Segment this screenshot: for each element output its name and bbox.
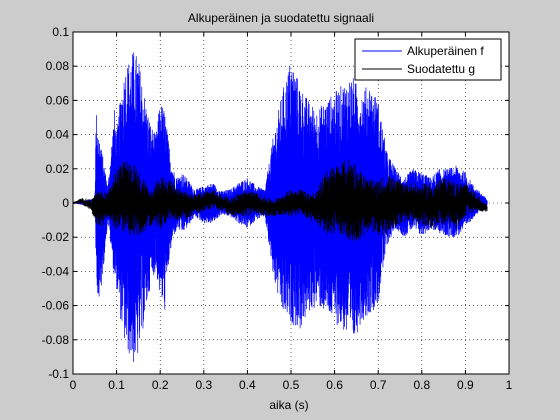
y-tick-label: 0	[62, 196, 69, 210]
y-tick-label: -0.02	[42, 230, 70, 244]
series-line-filtered-baseline	[72, 195, 488, 211]
x-tick-labels: 0 0.1 0.2 0.3 0.4 0.5 0.6 0.7 0.8 0.9 1	[70, 378, 513, 392]
x-tick-label: 0.1	[108, 378, 125, 392]
series-line-filtered-noise	[72, 160, 488, 241]
y-tick-label: 0.04	[46, 128, 70, 142]
x-tick-label: 0	[70, 378, 77, 392]
series-line-original	[72, 52, 488, 362]
x-tick-label: 0.7	[370, 378, 387, 392]
y-tick-label: -0.08	[42, 333, 70, 347]
x-tick-label: 0.9	[457, 378, 474, 392]
y-tick-label: 0.02	[46, 162, 70, 176]
legend-box	[354, 38, 502, 81]
x-tick-label: 0.4	[239, 378, 256, 392]
x-tick-label: 0.5	[283, 378, 300, 392]
x-tick-label: 1	[506, 378, 513, 392]
y-tick-label: -0.06	[42, 299, 70, 313]
legend-label-original: Alkuperäinen f	[407, 44, 484, 58]
chart-title: Alkuperäinen ja suodatettu signaali	[188, 11, 374, 25]
x-tick-label: 0.3	[195, 378, 212, 392]
y-tick-label: 0.06	[46, 93, 70, 107]
x-axis-label: aika (s)	[269, 398, 308, 412]
x-tick-label: 0.2	[152, 378, 169, 392]
legend: Alkuperäinen f Suodatettu g	[354, 38, 502, 81]
legend-label-filtered: Suodatettu g	[407, 62, 475, 76]
x-tick-label: 0.6	[326, 378, 343, 392]
y-tick-label: -0.1	[48, 367, 69, 381]
y-tick-label: -0.04	[42, 264, 70, 278]
y-tick-label: 0.08	[46, 59, 70, 73]
series-layer	[72, 52, 488, 362]
y-tick-labels: 0.1 0.08 0.06 0.04 0.02 0 -0.02 -0.04 -0.06 -0.08…	[42, 25, 70, 381]
plot-border	[72, 31, 510, 375]
y-tick-label: 0.1	[52, 25, 69, 39]
x-tick-label: 0.8	[413, 378, 430, 392]
